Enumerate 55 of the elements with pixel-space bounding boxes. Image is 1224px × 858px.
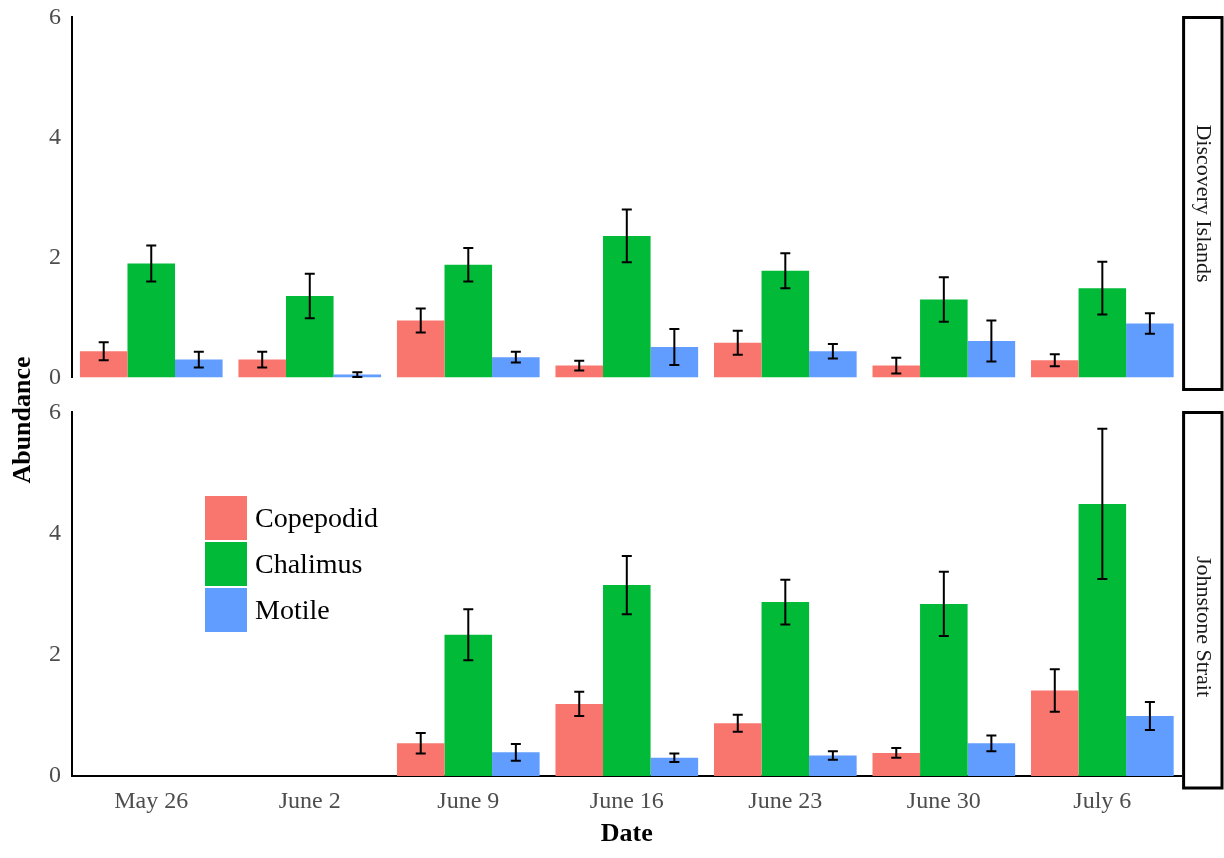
bar [127,263,176,378]
bar [920,603,968,776]
x-axis-title: Date [600,818,653,848]
bar [79,351,128,378]
bar [967,743,1016,776]
bar [761,602,810,776]
bar [555,703,604,776]
x-tick-label: May 26 [114,786,189,813]
bar [650,346,699,378]
bar [1031,690,1079,776]
y-tick-label: 4 [49,518,61,545]
y-tick-label: 2 [49,640,61,667]
y-tick-label: 2 [49,242,61,269]
bar [285,295,334,378]
bar [175,359,223,378]
bar [1031,360,1079,378]
bar [1126,716,1174,776]
bar [809,755,857,776]
legend-label: Copepodid [255,502,378,535]
bar [650,757,699,776]
text: Discovery Islands [1192,124,1218,283]
bar [603,585,651,776]
bar [713,723,762,776]
bar [761,270,810,378]
y-tick-label: 4 [49,122,61,149]
bar [603,235,651,378]
text: Johnstone Strait [1192,555,1218,698]
bar [1126,323,1174,378]
y-axis-title: Abundance [7,356,37,484]
x-tick-label: June 30 [906,786,981,813]
x-tick-label: June 9 [437,786,500,813]
x-tick-label: July 6 [1073,786,1132,813]
y-tick-label: 6 [49,2,61,29]
bar [1078,288,1127,378]
bar [1078,503,1127,776]
x-tick-label: June 16 [589,786,664,813]
bar [444,264,493,378]
bar [809,351,857,378]
bar [238,359,286,378]
bar [967,340,1016,378]
legend-label: Chalimus [255,548,363,581]
bar [396,320,445,378]
bar [872,752,921,776]
y-tick-label: 0 [49,362,61,389]
y-tick-label: 6 [49,397,61,424]
x-tick-label: June 23 [748,786,823,813]
bar [920,299,968,378]
bar [492,752,540,776]
bar [396,743,445,776]
legend-label: Motile [255,594,330,627]
y-tick-label: 0 [49,761,61,788]
bar [444,634,493,776]
x-tick-label: June 2 [278,786,341,813]
bar [713,342,762,378]
bar [492,357,540,378]
